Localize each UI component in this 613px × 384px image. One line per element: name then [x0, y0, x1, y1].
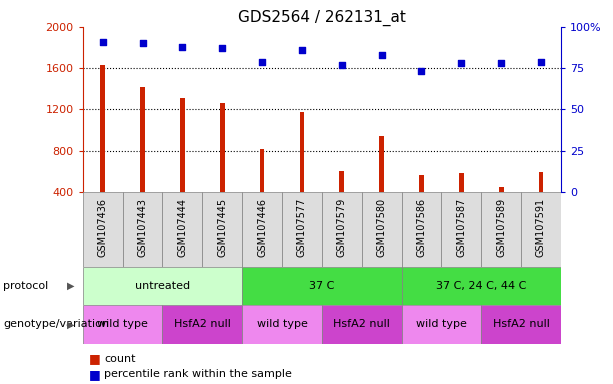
- Text: ▶: ▶: [67, 281, 74, 291]
- Text: GSM107577: GSM107577: [297, 198, 307, 257]
- Text: wild type: wild type: [257, 319, 307, 329]
- Point: [178, 44, 188, 50]
- Bar: [83, 192, 123, 267]
- Bar: [202, 192, 242, 267]
- Point: [257, 58, 267, 65]
- Point: [337, 62, 347, 68]
- Bar: [521, 192, 561, 267]
- Bar: [481, 305, 561, 344]
- Text: count: count: [104, 354, 135, 364]
- Bar: [340, 171, 344, 192]
- Bar: [402, 267, 561, 305]
- Point: [536, 58, 546, 65]
- Bar: [300, 112, 304, 192]
- Text: GSM107446: GSM107446: [257, 198, 267, 257]
- Text: 37 C: 37 C: [309, 281, 335, 291]
- Bar: [379, 136, 384, 192]
- Bar: [242, 267, 402, 305]
- Text: GSM107589: GSM107589: [496, 198, 506, 257]
- Bar: [402, 192, 441, 267]
- Point: [98, 39, 108, 45]
- Bar: [459, 174, 463, 192]
- Bar: [140, 87, 145, 192]
- Text: HsfA2 null: HsfA2 null: [174, 319, 230, 329]
- Bar: [180, 98, 185, 192]
- Text: untreated: untreated: [135, 281, 190, 291]
- Text: GSM107587: GSM107587: [456, 198, 466, 257]
- Point: [297, 47, 307, 53]
- Bar: [83, 267, 242, 305]
- Text: GSM107586: GSM107586: [416, 198, 427, 257]
- Point: [497, 60, 506, 66]
- Text: ■: ■: [89, 353, 101, 366]
- Point: [456, 60, 466, 66]
- Bar: [402, 305, 481, 344]
- Point: [137, 40, 148, 46]
- Bar: [260, 149, 264, 192]
- Text: GSM107444: GSM107444: [177, 198, 188, 257]
- Bar: [499, 187, 503, 192]
- Text: GSM107445: GSM107445: [217, 198, 227, 257]
- Title: GDS2564 / 262131_at: GDS2564 / 262131_at: [238, 9, 406, 25]
- Text: HsfA2 null: HsfA2 null: [333, 319, 390, 329]
- Text: GSM107443: GSM107443: [137, 198, 148, 257]
- Bar: [322, 192, 362, 267]
- Text: ▶: ▶: [67, 319, 74, 329]
- Bar: [362, 192, 402, 267]
- Bar: [481, 192, 521, 267]
- Bar: [539, 172, 543, 192]
- Text: GSM107436: GSM107436: [97, 198, 108, 257]
- Bar: [441, 192, 481, 267]
- Point: [218, 45, 227, 51]
- Bar: [101, 65, 105, 192]
- Bar: [282, 192, 322, 267]
- Text: 37 C, 24 C, 44 C: 37 C, 24 C, 44 C: [436, 281, 527, 291]
- Bar: [220, 103, 224, 192]
- Text: wild type: wild type: [416, 319, 466, 329]
- Bar: [162, 192, 202, 267]
- Text: GSM107591: GSM107591: [536, 198, 546, 257]
- Bar: [162, 305, 242, 344]
- Text: percentile rank within the sample: percentile rank within the sample: [104, 369, 292, 379]
- Point: [417, 68, 427, 74]
- Text: GSM107580: GSM107580: [376, 198, 387, 257]
- Bar: [419, 175, 424, 192]
- Text: HsfA2 null: HsfA2 null: [493, 319, 549, 329]
- Bar: [242, 192, 282, 267]
- Bar: [322, 305, 402, 344]
- Text: protocol: protocol: [3, 281, 48, 291]
- Point: [376, 52, 386, 58]
- Text: genotype/variation: genotype/variation: [3, 319, 109, 329]
- Text: wild type: wild type: [97, 319, 148, 329]
- Bar: [83, 305, 162, 344]
- Bar: [123, 192, 162, 267]
- Text: ■: ■: [89, 368, 101, 381]
- Bar: [242, 305, 322, 344]
- Text: GSM107579: GSM107579: [337, 198, 347, 257]
